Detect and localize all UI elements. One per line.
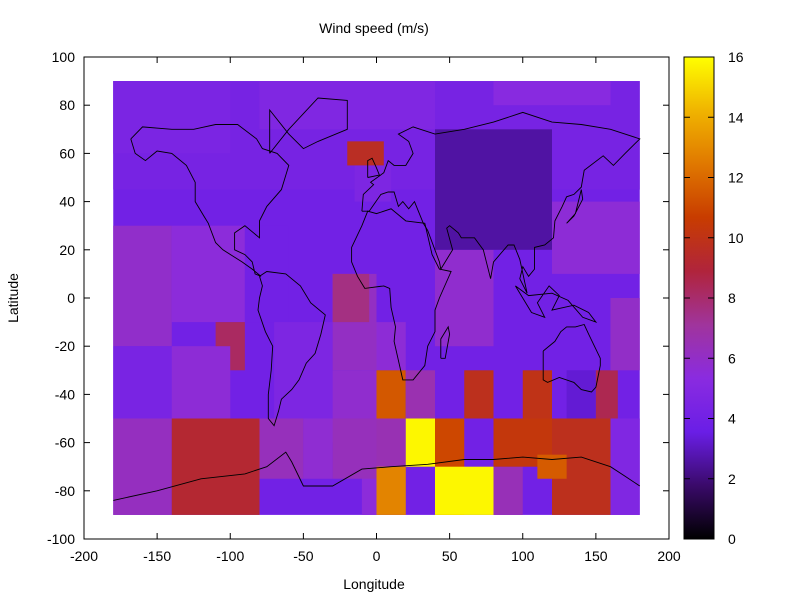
heatmap-cell — [376, 370, 406, 419]
colorbar-tick-label: 0 — [728, 531, 736, 547]
heatmap-cells — [113, 81, 640, 515]
x-tick-label: 0 — [373, 548, 381, 564]
heatmap-cell — [376, 466, 406, 515]
y-axis: -100 -80 -60 -40 -20 0 20 40 60 80 100 — [47, 49, 669, 547]
y-tick-label: 60 — [59, 145, 75, 161]
heatmap-cell — [376, 322, 406, 371]
x-tick-label: 200 — [657, 548, 681, 564]
y-tick-label: 20 — [59, 242, 75, 258]
coastline — [130, 124, 290, 277]
coastline — [361, 111, 641, 294]
heatmap-cell — [171, 418, 260, 515]
y-tick-label: 0 — [67, 290, 75, 306]
heatmap-cell — [171, 346, 231, 419]
y-tick-label: -20 — [55, 338, 75, 354]
coastline — [257, 271, 326, 427]
x-tick-label: 100 — [511, 548, 535, 564]
heatmap-cell — [171, 225, 245, 323]
chart-title: Wind speed (m/s) — [319, 20, 429, 36]
x-tick-label: -50 — [293, 548, 313, 564]
y-tick-label: -40 — [55, 386, 75, 402]
heatmap-cell — [493, 466, 523, 515]
x-tick-label: 150 — [584, 548, 608, 564]
heatmap-cell — [405, 370, 435, 419]
heatmap-cell — [113, 346, 172, 419]
heatmap-cell — [405, 418, 435, 467]
coastline — [367, 157, 381, 178]
x-axis-label: Longitude — [343, 576, 405, 592]
x-axis: -200 -150 -100 -50 0 50 100 150 200 — [70, 57, 681, 564]
heatmap-cell — [332, 418, 377, 479]
x-tick-label: -200 — [70, 548, 98, 564]
heatmap-cell — [522, 370, 552, 419]
colorbar-tick-label: 10 — [728, 230, 744, 246]
colorbar-tick-label: 6 — [728, 350, 736, 366]
colorbar-tick-label: 2 — [728, 471, 736, 487]
heatmap-cell — [566, 370, 596, 419]
x-tick-label: -100 — [216, 548, 244, 564]
heatmap-cell — [435, 129, 552, 250]
colorbar-tick-label: 12 — [728, 170, 744, 186]
y-tick-label: -100 — [47, 531, 75, 547]
heatmap-cell — [113, 418, 172, 515]
heatmap-cell — [493, 81, 611, 106]
heatmap-cell — [464, 370, 494, 419]
heatmap-cell — [113, 225, 172, 347]
coastline — [515, 285, 598, 324]
heatmap-cell — [244, 225, 289, 323]
y-tick-label: 40 — [59, 194, 75, 210]
heatmap-cell — [347, 141, 384, 166]
colorbar-tick-label: 16 — [728, 49, 744, 65]
heatmap-cell — [435, 466, 494, 515]
heatmap-cell — [435, 249, 494, 347]
heatmap-cell — [595, 370, 618, 419]
colorbar-tick-label: 14 — [728, 109, 744, 125]
y-tick-label: -60 — [55, 435, 75, 451]
heatmap-cell — [610, 298, 640, 371]
heatmap-cell — [332, 273, 370, 323]
coastline — [440, 325, 451, 359]
coastline — [351, 208, 452, 381]
y-axis-label: Latitude — [5, 273, 21, 323]
colorbar-tick-label: 4 — [728, 411, 736, 427]
coastline — [542, 323, 601, 393]
y-tick-label: -80 — [55, 483, 75, 499]
heatmap-cell — [610, 418, 640, 515]
heatmap-cell — [259, 418, 304, 479]
y-tick-label: 80 — [59, 97, 75, 113]
heatmap-cell — [552, 201, 640, 274]
x-tick-label: 50 — [442, 548, 458, 564]
colorbar-tick-label: 8 — [728, 290, 736, 306]
heatmap-cell — [303, 418, 333, 479]
y-tick-label: 100 — [52, 49, 76, 65]
x-tick-label: -150 — [143, 548, 171, 564]
heatmap-cell — [113, 81, 231, 154]
coastline — [269, 97, 348, 154]
coastline — [566, 189, 584, 224]
colorbar-ticks: 0 2 4 6 8 10 12 14 16 — [684, 49, 744, 547]
coastline — [113, 451, 641, 501]
coastline-outline — [113, 97, 641, 501]
